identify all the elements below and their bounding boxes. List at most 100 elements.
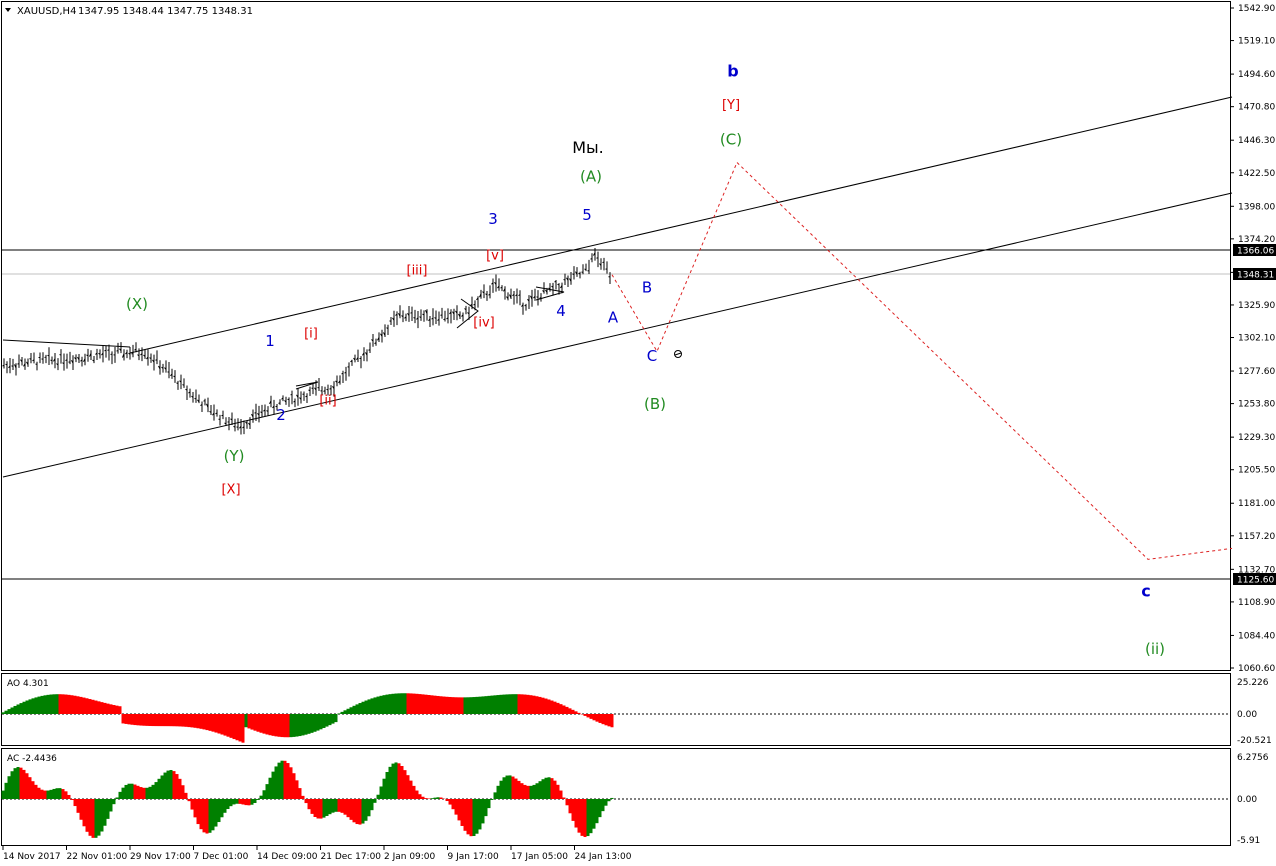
price-bar-tick <box>329 388 332 390</box>
price-bar-tick <box>551 285 554 288</box>
price-bar-tick <box>446 317 449 320</box>
ac-bar <box>325 799 329 816</box>
ac-bar <box>313 799 317 817</box>
channel-upper-line[interactable] <box>129 96 1233 354</box>
ac-bar <box>544 777 548 799</box>
triangle-pattern-3[interactable] <box>535 286 565 301</box>
ac-bar <box>163 772 167 799</box>
ao-bar <box>607 714 611 727</box>
price-bar-tick <box>14 364 17 369</box>
ao-bar <box>163 714 167 727</box>
price-bar-tick <box>83 358 86 362</box>
price-bar-tick <box>578 272 581 275</box>
ao-bar <box>397 693 401 714</box>
price-bar-tick <box>335 380 338 383</box>
ao-bar <box>190 714 194 728</box>
ac-bar <box>421 796 425 799</box>
price-bar-tick <box>230 418 233 421</box>
ac-bar <box>385 771 389 799</box>
ac-bar <box>568 799 572 814</box>
ac-bar <box>496 785 500 799</box>
price-bar-tick <box>374 342 377 344</box>
ac-bar <box>58 788 62 799</box>
ac-bar <box>52 788 56 799</box>
price-bar-tick <box>98 352 101 355</box>
triangle-pattern-2[interactable] <box>456 298 479 329</box>
ac-bar <box>478 799 482 830</box>
ao-bar <box>472 697 476 714</box>
ac-bar <box>358 799 362 825</box>
dropdown-triangle-icon[interactable] <box>5 8 11 12</box>
ao-bar <box>139 714 143 726</box>
ac-bar <box>556 784 560 799</box>
ac-bar <box>40 789 44 799</box>
price-bar-tick <box>560 285 563 289</box>
ac-bar <box>190 799 194 810</box>
price-bar-tick <box>419 316 422 319</box>
ac-bar <box>208 799 212 833</box>
ao-bar <box>202 714 206 730</box>
ao-bar <box>268 714 272 736</box>
ac-bar <box>388 766 392 799</box>
ac-bar <box>373 799 377 803</box>
price-bar-tick <box>518 294 521 297</box>
price-bar-tick <box>569 278 572 282</box>
price-bar-tick <box>203 400 206 402</box>
ac-bar <box>298 788 302 799</box>
ao-bar <box>298 714 302 737</box>
ac-bar <box>454 799 458 815</box>
ao-bar <box>544 698 548 714</box>
ao-bar <box>1 712 5 714</box>
price-bar-tick <box>509 294 512 299</box>
ac-bar <box>301 795 305 799</box>
ao-bar <box>220 714 224 735</box>
ao-bar <box>592 714 596 721</box>
price-bar-tick <box>476 297 479 301</box>
ao-bar <box>568 708 572 714</box>
wave-label: 1 <box>265 332 275 350</box>
ao-bar <box>538 696 542 714</box>
ac-bar <box>226 799 230 809</box>
ao-bar <box>25 700 29 714</box>
price-bar-tick <box>452 311 455 315</box>
ao-bar <box>466 697 470 714</box>
ao-bar <box>565 706 569 714</box>
price-bar-tick <box>176 382 179 385</box>
price-bar-tick <box>344 371 347 374</box>
triangle-pattern-1[interactable] <box>295 381 319 390</box>
price-bar-tick <box>383 332 386 336</box>
price-tick-label: 1253.80 <box>1238 400 1275 410</box>
wave-label: [iv] <box>473 316 494 331</box>
ao-bar <box>319 714 323 730</box>
price-bar-tick <box>362 352 365 356</box>
ao-bar <box>250 714 254 730</box>
ac-bar <box>295 780 299 799</box>
ao-bar <box>487 695 491 714</box>
ao-bar <box>421 694 425 714</box>
ao-bar <box>283 714 287 738</box>
price-bar-tick <box>437 318 440 321</box>
price-bar-tick <box>260 411 263 414</box>
price-bar-tick <box>533 295 536 299</box>
price-bar-tick <box>308 389 311 392</box>
high-level-tag: 1366.06 <box>1233 244 1276 257</box>
ao-bar <box>409 693 413 714</box>
price-bar-tick <box>188 391 191 394</box>
ao-bar <box>331 714 335 724</box>
ao-bar <box>229 714 233 738</box>
price-bar-tick <box>233 425 236 428</box>
price-bar-tick <box>224 422 227 425</box>
ac-bar <box>382 778 386 799</box>
price-bar-tick <box>23 363 26 367</box>
price-tick-label: 1422.50 <box>1238 169 1275 179</box>
price-tick-label: 1302.10 <box>1238 334 1275 344</box>
ao-bar <box>82 697 86 714</box>
ac-bar <box>253 799 257 803</box>
time-tick-label: 24 Jan 13:00 <box>575 852 632 862</box>
price-bar-tick <box>272 405 275 409</box>
ao-bar <box>91 699 95 714</box>
ac-bar <box>466 799 470 835</box>
ac-bar <box>7 776 11 799</box>
channel-lower-line[interactable] <box>2 192 1233 478</box>
